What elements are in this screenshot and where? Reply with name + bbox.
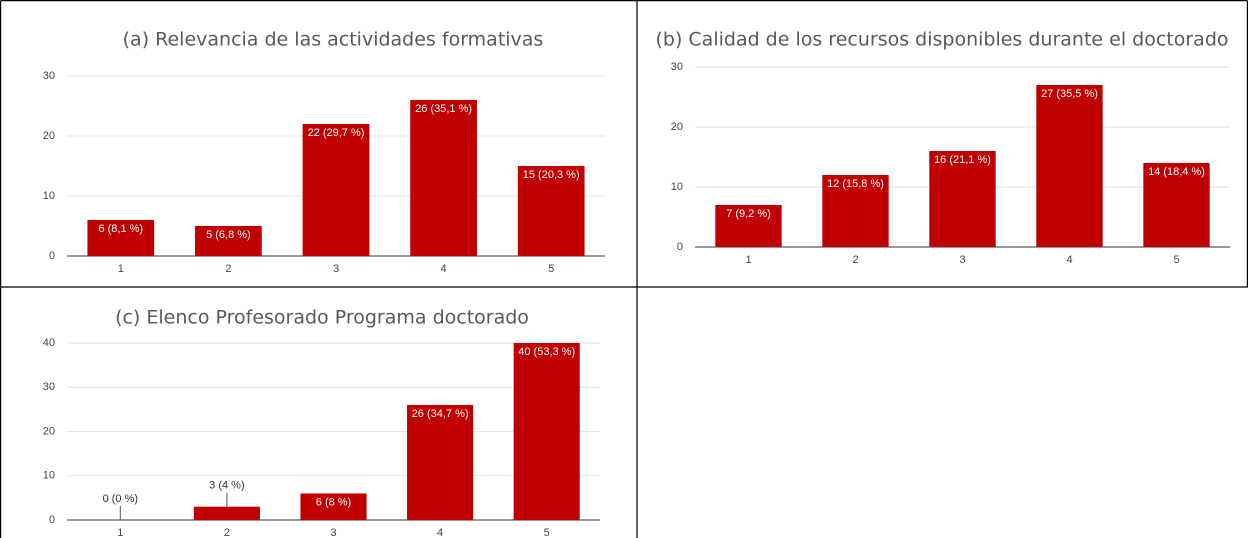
- x-tick-label: 1: [118, 263, 124, 275]
- y-tick-label: 30: [671, 61, 683, 73]
- x-tick-label: 2: [852, 254, 858, 266]
- value-label: 14 (18,4 %): [1148, 166, 1205, 178]
- x-tick-label: 3: [333, 263, 339, 275]
- y-tick-label: 20: [43, 425, 55, 437]
- bar: [410, 100, 477, 256]
- x-tick-label: 5: [544, 527, 550, 538]
- x-tick-label: 4: [1066, 254, 1072, 266]
- y-tick-label: 0: [677, 241, 683, 253]
- bar: [195, 226, 262, 256]
- y-tick-label: 20: [43, 130, 55, 142]
- x-tick-label: 3: [959, 254, 965, 266]
- chart-title: (c) Elenco Profesorado Programa doctorad…: [115, 307, 529, 329]
- chart-title: (a) Relevancia de las actividades format…: [123, 29, 544, 51]
- bar: [300, 493, 367, 520]
- x-tick-label: 2: [224, 527, 230, 538]
- y-tick-label: 30: [43, 381, 55, 393]
- value-label: 26 (35,1 %): [415, 103, 472, 115]
- bar: [517, 166, 585, 256]
- value-label: 0 (0 %): [103, 493, 138, 505]
- value-label: 40 (53,3 %): [518, 346, 575, 358]
- value-label: 22 (29,7 %): [308, 127, 365, 139]
- y-tick-label: 10: [43, 470, 55, 482]
- bar: [513, 343, 580, 520]
- y-tick-label: 20: [671, 121, 683, 133]
- x-tick-label: 5: [548, 263, 554, 275]
- value-label: 6 (8,1 %): [98, 223, 143, 235]
- value-label: 16 (21,1 %): [934, 154, 991, 166]
- value-label: 15 (20,3 %): [523, 169, 580, 181]
- bar: [929, 151, 996, 247]
- x-tick-label: 4: [437, 527, 443, 538]
- y-tick-label: 10: [43, 190, 55, 202]
- x-tick-label: 2: [225, 263, 231, 275]
- value-label: 26 (34,7 %): [412, 408, 469, 420]
- value-label: 12 (15,8 %): [827, 178, 884, 190]
- bar: [87, 220, 155, 256]
- value-label: 27 (35,5 %): [1041, 88, 1098, 100]
- y-tick-label: 0: [49, 514, 55, 526]
- value-label: 7 (9,2 %): [726, 208, 771, 220]
- bar: [1143, 163, 1210, 247]
- chart-title: (b) Calidad de los recursos disponibles …: [655, 29, 1228, 51]
- bar: [407, 404, 474, 520]
- value-label: 3 (4 %): [209, 480, 244, 492]
- x-tick-label: 1: [117, 527, 123, 538]
- value-label: 5 (6,8 %): [206, 229, 251, 241]
- x-tick-label: 3: [330, 527, 336, 538]
- x-tick-label: 4: [441, 263, 447, 275]
- y-tick-label: 0: [49, 250, 55, 262]
- bar: [715, 205, 782, 247]
- y-tick-label: 10: [671, 181, 683, 193]
- bar: [302, 124, 370, 256]
- y-tick-label: 40: [43, 337, 55, 349]
- bar: [193, 506, 260, 520]
- bar: [822, 175, 889, 247]
- y-tick-label: 30: [43, 70, 55, 82]
- x-tick-label: 1: [745, 254, 751, 266]
- x-tick-label: 5: [1173, 254, 1179, 266]
- bar: [1036, 85, 1103, 247]
- value-label: 6 (8 %): [316, 496, 351, 508]
